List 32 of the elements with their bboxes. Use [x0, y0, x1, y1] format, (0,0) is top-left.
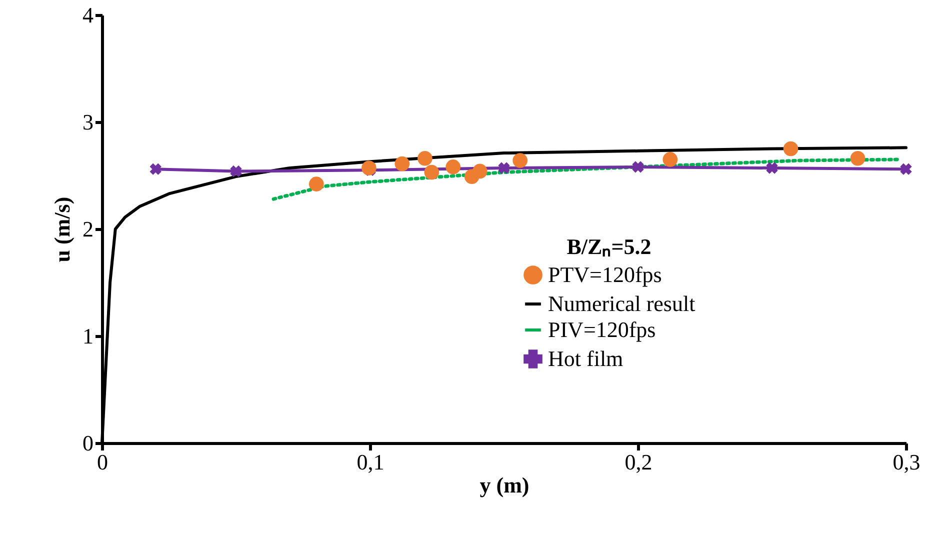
- point: [150, 163, 162, 175]
- point: [446, 160, 460, 174]
- y-axis-title: u (m/s): [50, 196, 74, 262]
- point: [632, 161, 644, 173]
- point: [512, 153, 528, 168]
- x-tick-label: 0,3: [892, 450, 920, 474]
- point: [900, 163, 912, 175]
- legend-label: PTV=120fps: [548, 262, 662, 287]
- legend-label: Numerical result: [548, 291, 696, 316]
- point: [850, 150, 866, 166]
- x-tick-label: 0,2: [624, 450, 652, 474]
- point: [498, 162, 510, 174]
- point: [424, 164, 440, 180]
- y-tick-label: 2: [82, 216, 94, 242]
- point: [362, 160, 376, 176]
- point: [766, 162, 778, 174]
- y-tick-label: 3: [82, 110, 94, 134]
- point: [662, 152, 678, 167]
- y-tick-label: 4: [82, 2, 94, 28]
- point: [394, 156, 410, 172]
- x-tick-label: 0,1: [356, 450, 384, 474]
- point: [472, 164, 488, 179]
- y-tick-label: 0: [82, 430, 94, 456]
- legend-label: PIV=120fps: [548, 317, 656, 342]
- y-tick-label: 1: [82, 324, 94, 348]
- point: [418, 150, 432, 166]
- x-axis-title: y (m): [480, 472, 530, 498]
- legend-label: Hot film: [548, 346, 624, 371]
- point: [783, 141, 798, 156]
- point: [230, 165, 242, 178]
- legend-title: B/Zₙ=5.2: [566, 234, 652, 259]
- point: [308, 176, 324, 192]
